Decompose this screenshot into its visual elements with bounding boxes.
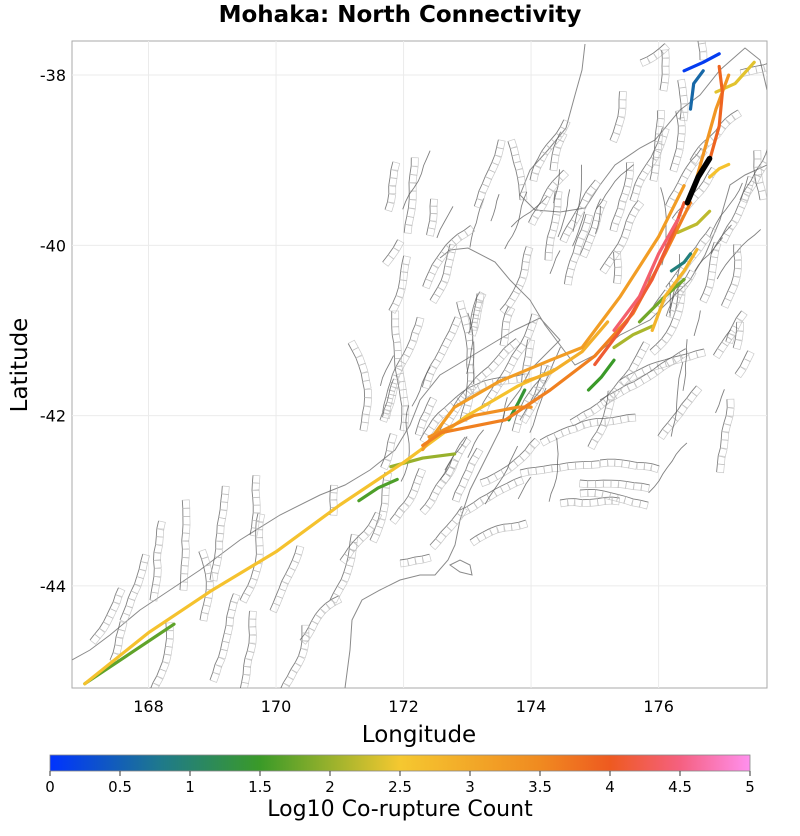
rupture-segment — [650, 248, 699, 332]
x-tick-label: 172 — [388, 697, 419, 716]
rupture-segment — [669, 252, 693, 273]
rupture-segment — [612, 324, 654, 350]
colorbar-tick-label: 2.5 — [388, 778, 412, 796]
x-axis-label: Longitude — [362, 722, 476, 748]
mohaka-north-fault — [684, 155, 713, 206]
y-axis-label: Latitude — [7, 318, 33, 413]
colorbar — [49, 754, 751, 772]
y-tick-label: -38 — [40, 66, 66, 85]
colorbar-tick-label: 3 — [465, 778, 475, 796]
rupture-segment — [83, 622, 176, 686]
rupture-segment — [682, 52, 721, 73]
connected-ruptures — [83, 52, 756, 686]
x-tick-label: 176 — [643, 697, 674, 716]
rupture-segment — [421, 184, 686, 452]
colorbar-tick-label: 2 — [325, 778, 335, 796]
rupture-segment — [523, 320, 610, 384]
x-axis-ticks: 168 170 172 174 176 — [133, 697, 674, 716]
rupture-segment — [708, 162, 731, 179]
y-tick-label: -44 — [40, 577, 66, 596]
target-fault — [684, 155, 713, 206]
rupture-segment — [586, 358, 616, 392]
x-tick-label: 170 — [261, 697, 292, 716]
chart-title: Mohaka: North Connectivity — [218, 2, 582, 28]
x-tick-label: 174 — [516, 697, 547, 716]
y-axis-ticks: -38 -40 -42 -44 — [40, 66, 66, 596]
colorbar-tick-label: 0 — [45, 778, 55, 796]
y-tick-label: -42 — [40, 407, 66, 426]
colorbar-label: Log10 Co-rupture Count — [267, 797, 533, 822]
rupture-segment — [83, 367, 559, 686]
rupture-segment — [688, 69, 705, 111]
colorbar-tick-label: 4.5 — [668, 778, 692, 796]
rupture-segment — [357, 477, 399, 503]
rupture-segment — [612, 218, 680, 332]
rupture-segment — [708, 64, 724, 162]
y-tick-label: -40 — [40, 236, 66, 255]
colorbar-tick-label: 4 — [605, 778, 615, 796]
coastline-island — [449, 559, 473, 576]
rupture-segment — [676, 209, 712, 235]
x-tick-label: 168 — [133, 697, 164, 716]
plot-background — [71, 40, 768, 689]
grid — [72, 41, 767, 688]
colorbar-tick-label: 1 — [185, 778, 195, 796]
colorbar-tick-label: 0.5 — [108, 778, 132, 796]
colorbar-tick-label: 1.5 — [248, 778, 272, 796]
colorbar-ticks: 0 0.5 1 1.5 2 2.5 3 3.5 4 4.5 5 — [45, 771, 755, 796]
colorbar-tick-label: 3.5 — [528, 778, 552, 796]
colorbar-tick-label: 5 — [745, 778, 755, 796]
coastline-south-island — [72, 317, 561, 688]
